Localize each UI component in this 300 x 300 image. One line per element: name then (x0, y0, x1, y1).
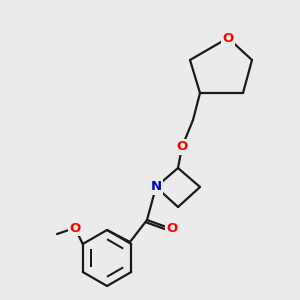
Text: O: O (69, 221, 81, 235)
Text: O: O (222, 32, 234, 44)
Text: N: N (150, 181, 162, 194)
Text: O: O (167, 223, 178, 236)
Text: O: O (176, 140, 188, 154)
